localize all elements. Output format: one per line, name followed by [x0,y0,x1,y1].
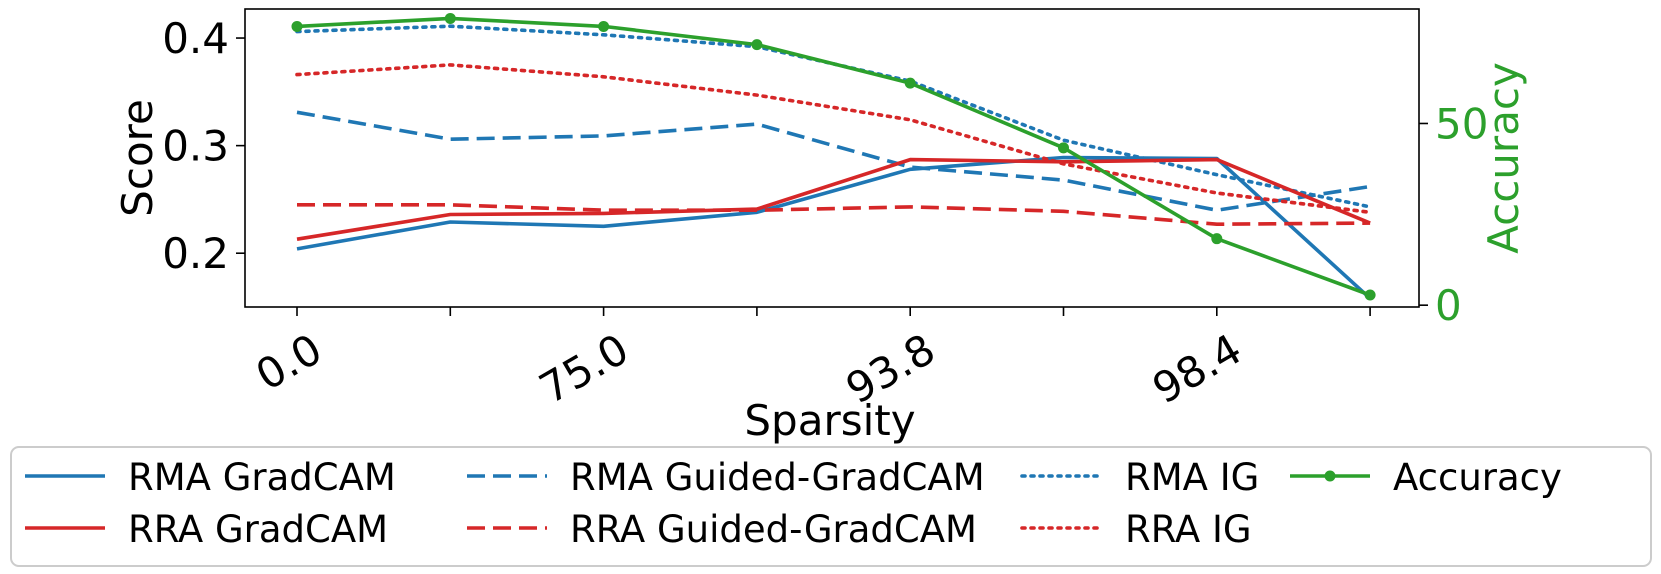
series-line-rra-ig [295,63,1372,215]
y-tick-label: 0.3 [162,122,229,171]
data-point-accuracy [751,39,763,51]
y-axis-right: 0 50 [1419,99,1488,330]
plot-area [244,8,1420,308]
data-point-accuracy [598,20,610,32]
y-tick-label: 0.4 [162,14,229,63]
legend-frame [10,446,1652,567]
legend-label-rma-gradcam: RMA GradCAM [128,456,396,499]
legend-label-rma-ig: RMA IG [1125,456,1259,499]
legend-label-rra-ig: RRA IG [1125,508,1252,551]
y2-tick-label: 0 [1435,281,1462,330]
legend-label-rra-guided-gradcam: RRA Guided-GradCAM [570,508,977,551]
x-axis-label: Sparsity [744,396,915,445]
x-tick-label: 98.4 [1144,324,1249,413]
legend: RMA GradCAM RRA GradCAM RMA Guided-GradCAM… [25,456,1562,551]
y-tick-label: 0.2 [162,229,229,278]
data-point-accuracy [904,77,916,89]
legend-label-rma-guided-gradcam: RMA Guided-GradCAM [570,456,985,499]
series-line-accuracy [296,16,1371,297]
series-layer [291,12,1376,301]
data-point-accuracy [1364,289,1376,301]
x-tick-label: 75.0 [531,324,636,413]
data-point-accuracy [291,20,303,32]
legend-label-accuracy: Accuracy [1393,456,1562,499]
y2-axis-label: Accuracy [1479,62,1528,254]
legend-marker-accuracy [1324,470,1336,482]
data-point-accuracy [1058,142,1069,154]
y-axis-label: Score [113,99,162,217]
legend-label-rra-gradcam: RRA GradCAM [128,508,388,551]
y2-tick-label: 50 [1435,99,1488,148]
data-point-accuracy [444,12,456,24]
data-point-accuracy [1211,233,1223,245]
series-line-rra-gradcam [296,157,1371,241]
y-axis-left: 0.2 0.3 0.4 [162,14,245,278]
x-tick-label: 0.0 [248,324,330,400]
